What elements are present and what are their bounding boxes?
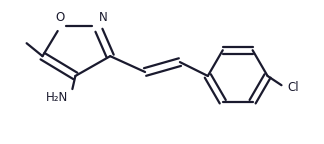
Text: O: O (56, 12, 65, 24)
Text: Cl: Cl (287, 81, 299, 94)
Text: H₂N: H₂N (46, 91, 68, 104)
Text: N: N (99, 12, 108, 24)
